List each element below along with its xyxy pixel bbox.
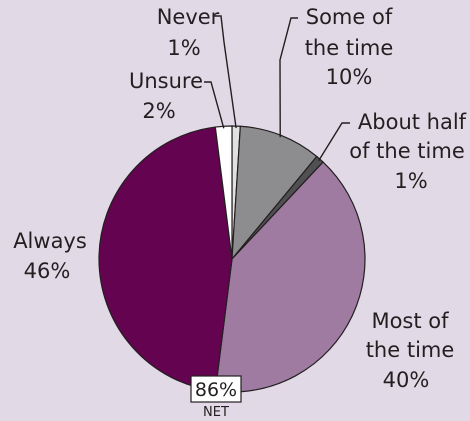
label-never: Never 1%	[157, 5, 220, 60]
label-unsure: Unsure 2%	[129, 69, 203, 123]
slice-value-some: 10%	[326, 65, 373, 89]
slice-label-most-line1: Most of	[371, 309, 449, 333]
slice-value-unsure: 2%	[142, 99, 175, 123]
pie-slice-always	[98, 126, 233, 392]
pie-slice-some-of-the-time	[231, 125, 318, 261]
label-about-half-of-the-time: About half of the time 1%	[349, 110, 466, 193]
slice-label-half-line2: of the time	[349, 139, 465, 163]
slice-label-most-line2: the time	[366, 338, 455, 362]
label-always: Always 46%	[13, 229, 87, 283]
net-badge: 86% NET	[190, 375, 242, 420]
net-box	[190, 375, 242, 403]
net-value: 86%	[195, 379, 237, 401]
slice-label-never: Never	[157, 5, 220, 29]
slice-label-some-line1: Some of	[306, 5, 393, 29]
slice-label-unsure: Unsure	[129, 69, 203, 93]
label-most-of-the-time: Most of the time 40%	[366, 309, 455, 392]
slice-value-never: 1%	[167, 36, 200, 60]
net-caption: NET	[203, 405, 229, 420]
leader-unsure	[204, 81, 225, 129]
slice-label-half-line1: About half	[358, 110, 467, 134]
pie-slice-most-of-the-time	[214, 161, 366, 393]
slice-value-most: 40%	[383, 368, 430, 392]
slice-label-always: Always	[13, 229, 87, 253]
label-some-of-the-time: Some of the time 10%	[305, 5, 394, 89]
slice-value-always: 46%	[24, 259, 71, 283]
slice-label-some-line2: the time	[305, 36, 394, 60]
leader-some-of-the-time	[279, 17, 298, 138]
leader-about-half	[318, 122, 350, 162]
slice-value-half: 1%	[394, 169, 427, 193]
leader-never	[214, 15, 237, 129]
